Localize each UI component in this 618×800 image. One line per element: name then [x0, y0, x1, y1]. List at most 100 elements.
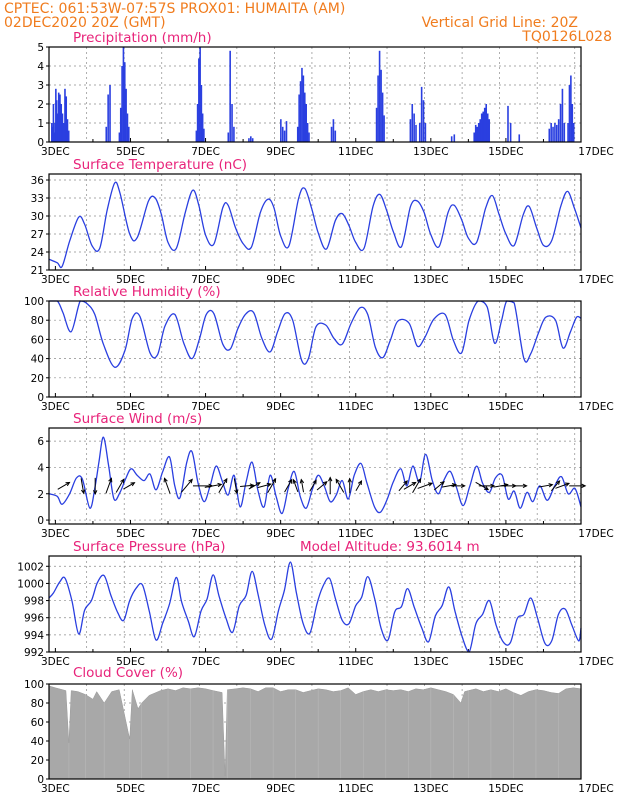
wind-vector-arrow: [328, 476, 333, 495]
pressure-xtick-label: 3DEC: [41, 656, 70, 668]
cloud-ytick-label: 40: [31, 736, 44, 748]
wind-arrow-head: [292, 478, 297, 484]
precip-bar: [561, 88, 564, 142]
wind-vector-arrow: [433, 480, 445, 491]
wind-arrow-shaft: [233, 478, 238, 494]
humidity-xtick-label: 17DEC: [578, 401, 613, 413]
cloud-xtick-label: 5DEC: [116, 783, 145, 795]
wind-arrow-head: [272, 477, 277, 483]
wind-title: Surface Wind (m/s): [73, 411, 202, 427]
pressure-xtick-label: 11DEC: [338, 656, 373, 668]
precip-bar: [507, 105, 509, 142]
precip-xtick-label: 5DEC: [116, 146, 145, 158]
humidity-ytick-label: 40: [31, 354, 44, 366]
precip-bar: [450, 136, 453, 142]
cloud-ytick-label: 80: [31, 698, 44, 710]
pressure-xtick-label: 17DEC: [578, 656, 613, 668]
wind-vector-arrow: [92, 477, 98, 496]
temperature-xtick-label: 11DEC: [338, 274, 373, 286]
temperature-ytick-label: 30: [31, 211, 44, 223]
precip-frame: [48, 46, 582, 143]
wind-arrow-shaft: [80, 478, 85, 494]
wind-panel: 0 2 4 6 3DEC 5DEC 7DEC 9DEC 11DEC 13DEC 15DEC 17DEC: [37, 427, 614, 540]
header-model-id: TQ0126L028: [521, 29, 612, 45]
precip-bar: [413, 113, 415, 142]
pressure-ytick-label: 1002: [17, 561, 44, 573]
wind-arrow-head: [80, 489, 86, 495]
wind-vector-arrow: [267, 477, 277, 494]
precip-ytick-label: 2: [37, 99, 44, 111]
wind-arrow-head: [347, 477, 352, 483]
wind-vector-arrow: [292, 478, 299, 493]
pressure-xtick-label: 5DEC: [116, 656, 145, 668]
wind-series-line: [48, 436, 582, 515]
wind-vector-arrow: [163, 477, 171, 494]
precip-bar: [420, 86, 423, 142]
wind-vector-arrow: [355, 479, 363, 491]
humidity-xtick-label: 7DEC: [191, 401, 220, 413]
precip-bar: [201, 113, 204, 142]
precip-bar: [198, 58, 200, 142]
precip-bar: [567, 123, 569, 142]
precip-bar: [548, 128, 551, 142]
precip-bar: [52, 104, 55, 142]
precip-bar: [378, 50, 381, 142]
cloud-cover-panel: 0 20 40 60 80 100 3DEC 5DEC 7DEC 9DEC 11DEC 13DEC 15…: [24, 679, 614, 795]
temperature-xtick-label: 5DEC: [116, 274, 145, 286]
precip-bar: [299, 81, 302, 142]
wind-vector-arrow: [181, 478, 193, 493]
cloud-xtick-label: 7DEC: [191, 783, 220, 795]
temperature-ytick-label: 24: [31, 247, 45, 259]
wind-vector-arrow: [478, 483, 496, 489]
pressure-panel: 992 994 996 998 1000 1002 3DEC 5DEC 7DEC 9DEC 11DE…: [17, 555, 614, 668]
wind-arrow-head: [335, 478, 340, 484]
temperature-xtick-label: 15DEC: [488, 274, 523, 286]
pressure-xtick-label: 7DEC: [191, 656, 220, 668]
wind-xtick-label: 9DEC: [266, 528, 295, 540]
wind-arrow-head: [555, 480, 561, 485]
precip-bar: [227, 132, 230, 142]
temperature-frame: [48, 173, 582, 271]
precip-bar: [473, 132, 475, 142]
precip-bar: [308, 132, 310, 142]
precip-bar: [330, 126, 333, 142]
wind-vector-arrow: [257, 482, 272, 489]
precip-title: Precipitation (mm/h): [73, 30, 212, 46]
precip-bar: [409, 119, 412, 142]
precip-bar: [61, 113, 64, 142]
precip-xtick-label: 15DEC: [488, 146, 523, 158]
precip-bar: [418, 123, 421, 142]
header-station: CPTEC: 061:53W-07:57S PROX01: HUMAITA (A…: [4, 1, 345, 17]
precip-bar: [199, 47, 201, 142]
humidity-panel: 0 20 40 60 80 100 3DEC 5DEC 7DEC 9DEC 11DEC 13DEC 15…: [24, 296, 614, 413]
precip-bar: [377, 75, 379, 142]
wind-vector-arrow: [555, 482, 571, 489]
wind-arrow-shaft: [550, 480, 560, 492]
precip-bar: [54, 123, 56, 142]
header-run-time: 02DEC2020 20Z (GMT): [4, 15, 166, 31]
wind-vector-arrow: [441, 483, 458, 488]
pressure-series-line: [48, 561, 582, 653]
precip-bar: [572, 123, 575, 142]
cloud-ytick-label: 0: [37, 774, 44, 786]
precip-bar: [122, 47, 125, 142]
cloud-xtick-label: 11DEC: [338, 783, 373, 795]
model-altitude-label: Model Altitude: 93.6014 m: [300, 539, 480, 555]
wind-arrow-shaft: [300, 479, 305, 493]
precip-ytick-label: 3: [37, 80, 44, 92]
precip-bar: [51, 126, 54, 142]
humidity-series-line: [48, 300, 582, 368]
temperature-series-line: [48, 181, 582, 269]
wind-arrow-head: [403, 480, 408, 485]
cloud-ytick-label: 20: [31, 755, 44, 767]
temperature-xtick-label: 7DEC: [191, 274, 220, 286]
precip-bar: [56, 113, 59, 142]
precip-bar: [298, 94, 300, 142]
precip-bar: [250, 136, 252, 142]
precip-bar: [296, 126, 299, 142]
wind-arrow-shaft: [105, 478, 112, 494]
precip-ytick-label: 5: [37, 42, 44, 54]
precip-xtick-label: 3DEC: [41, 146, 70, 158]
precip-bar: [59, 94, 61, 142]
